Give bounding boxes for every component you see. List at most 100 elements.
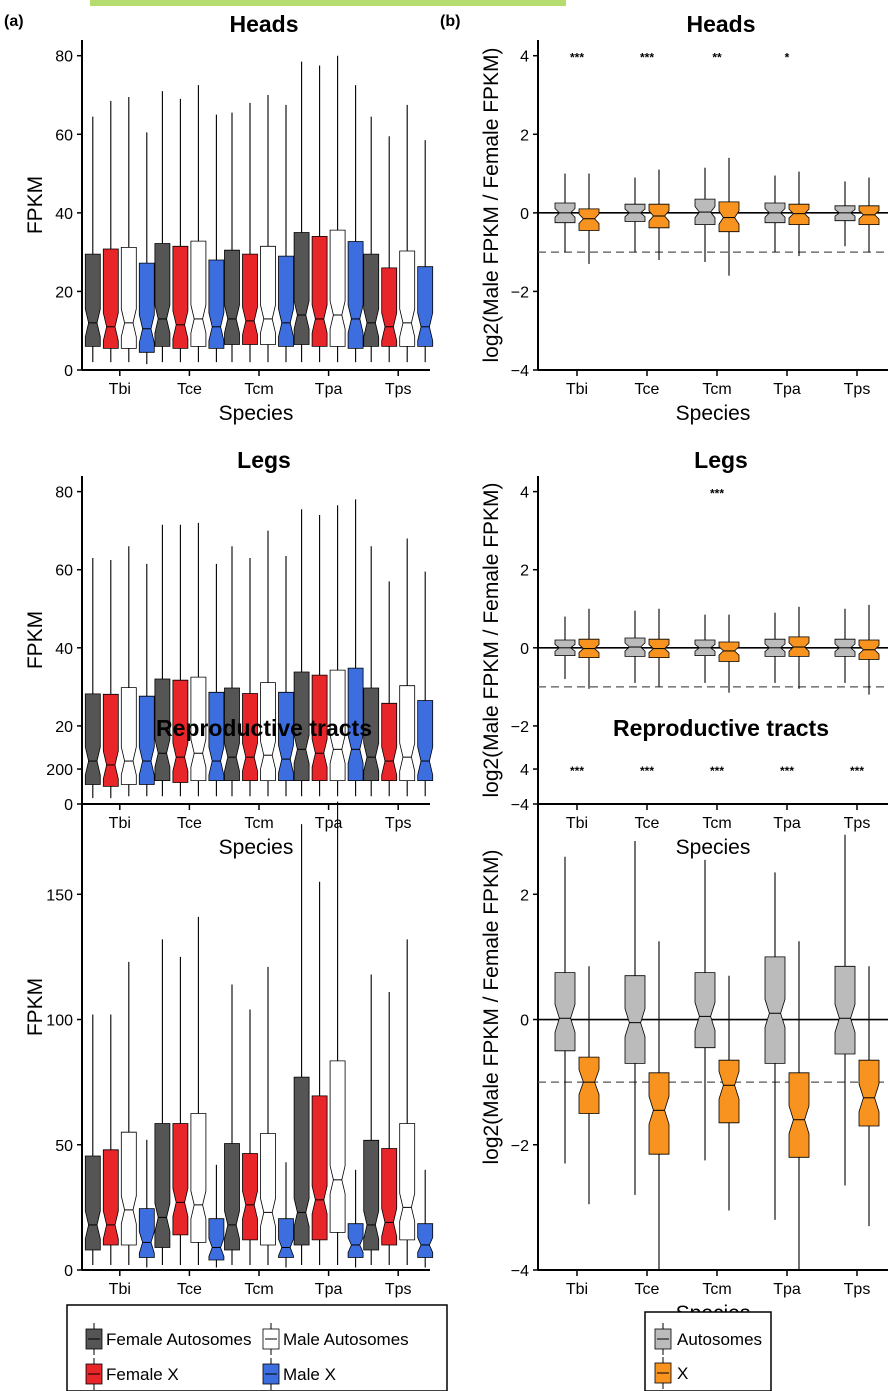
x-tick-label: Tbi [566, 815, 588, 832]
y-tick-label: 200 [46, 762, 73, 779]
x-tick-label: Tbi [109, 1281, 131, 1298]
box-mark-box [138, 695, 155, 785]
significance-label: *** [570, 764, 584, 778]
box-autosomes-tce [624, 177, 646, 253]
y-axis-title: log2(Male FPKM / Female FPKM) [480, 482, 503, 797]
box-male-autosomes-tpa [329, 55, 346, 363]
significance-label: *** [710, 487, 724, 501]
x-tick-label: Tps [844, 815, 871, 832]
box-x-tce [648, 169, 670, 260]
box-x-tcm [718, 157, 740, 276]
box-male-x-tce [208, 114, 225, 363]
legend-b-label-x: X [677, 1364, 688, 1383]
chart-title: Reproductive tracts [613, 715, 829, 741]
box-mark-box [399, 250, 416, 347]
box-mark-box [242, 693, 258, 781]
x-tick-label: Tps [385, 1281, 412, 1298]
box-male-autosomes-tce [190, 85, 207, 363]
box-mark-box [399, 1123, 416, 1241]
box-female-x-tce [172, 98, 189, 363]
box-male-x-tce [208, 1164, 225, 1268]
legend-a-swatch-female-autosomes [85, 1323, 103, 1355]
y-tick-label: 0 [520, 641, 529, 658]
box-mark-box [347, 1223, 364, 1258]
x-tick-label: Tbi [109, 381, 131, 398]
box-male-autosomes-tbi [120, 96, 137, 363]
y-tick-label: 50 [55, 1138, 73, 1155]
box-female-x-tpa [311, 881, 328, 1265]
box-x-tcm [718, 975, 740, 1211]
box-mark-box [242, 1153, 258, 1241]
y-axis-title: log2(Male FPKM / Female FPKM) [480, 47, 503, 362]
box-mark-box [311, 674, 328, 781]
y-tick-label: 2 [520, 563, 529, 580]
x-tick-label: Tpa [773, 1281, 801, 1298]
box-mark-box [190, 240, 207, 347]
box-mark-box [554, 972, 576, 1052]
box-x-tpa [788, 606, 810, 689]
box-autosomes-tbi [554, 173, 576, 253]
chart-1: Heads (a) FPKM 0 20 40 60 80 Tbi Tce Tcm Tpa Tps Spec… [4, 11, 434, 425]
box-male-autosomes-tcm [260, 966, 276, 1265]
chart-6: Reproductive tracts log2(Male FPKM / Fema… [480, 715, 888, 1325]
legend-a-swatch-female-x [85, 1358, 103, 1390]
header-accent-bar [90, 0, 566, 6]
panel-label: (b) [440, 13, 460, 30]
x-tick-label: Tps [844, 381, 871, 398]
box-female-autosomes-tps [363, 116, 380, 363]
box-mark-box [260, 245, 276, 345]
x-tick-label: Tpa [773, 381, 801, 398]
box-autosomes-tpa [764, 872, 786, 1220]
box-autosomes-tcm [694, 859, 716, 1161]
box-mark-box [260, 1133, 276, 1246]
box-male-x-tbi [138, 563, 155, 797]
y-tick-label: −2 [511, 284, 529, 301]
box-female-autosomes-tpa [293, 824, 310, 1265]
box-mark-box [363, 1139, 380, 1251]
box-mark-box [138, 1208, 155, 1258]
box-mark-box [224, 249, 240, 345]
box-male-x-tce [208, 563, 225, 797]
box-male-autosomes-tcm [260, 530, 276, 797]
y-tick-label: 20 [55, 719, 73, 736]
box-mark-box [293, 671, 310, 781]
box-mark-box [172, 1123, 189, 1236]
box-x-tbi [578, 966, 600, 1205]
significance-label: * [785, 51, 790, 65]
y-tick-label: 40 [55, 641, 73, 658]
significance-label: *** [570, 51, 584, 65]
legend-a-label-male-autosomes: Male Autosomes [283, 1330, 409, 1349]
box-autosomes-tps [834, 834, 856, 1186]
x-tick-label: Tce [177, 815, 202, 832]
box-mark-box [788, 1072, 810, 1158]
x-tick-label: Tcm [702, 815, 731, 832]
box-x-tce [648, 608, 670, 687]
x-tick-label: Tpa [773, 815, 801, 832]
box-female-x-tps [381, 136, 398, 363]
box-mark-box [190, 1113, 207, 1243]
legend-b-swatch-x [654, 1357, 672, 1389]
box-x-tps [858, 177, 880, 253]
x-axis-title: Species [676, 402, 751, 425]
box-male-x-tpa [347, 499, 364, 797]
box-x-tcm [718, 614, 740, 693]
box-male-autosomes-tps [399, 104, 416, 363]
significance-label: *** [780, 764, 794, 778]
legend-a-swatch-male-autosomes [262, 1323, 280, 1355]
y-tick-label: 0 [64, 363, 73, 380]
box-male-x-tpa [347, 1169, 364, 1268]
box-female-x-tce [172, 524, 189, 797]
box-autosomes-tpa [764, 175, 786, 253]
box-mark-box [764, 956, 786, 1064]
panel-label: (a) [4, 13, 24, 30]
chart-4: Legs log2(Male FPKM / Female FPKM) −4 −2 0 2 4… [480, 447, 888, 859]
legend-a-swatch-male-x [262, 1358, 280, 1390]
box-female-autosomes-tce [154, 91, 171, 363]
box-female-x-tce [172, 956, 189, 1265]
box-male-autosomes-tps [399, 538, 416, 797]
box-female-x-tps [381, 991, 398, 1265]
box-female-autosomes-tcm [224, 546, 240, 797]
x-tick-label: Tcm [702, 381, 731, 398]
chart-3: Legs FPKM 0 20 40 60 80 Tbi Tce Tcm Tpa Tps Species [24, 447, 434, 859]
box-female-x-tbi [102, 1014, 119, 1265]
